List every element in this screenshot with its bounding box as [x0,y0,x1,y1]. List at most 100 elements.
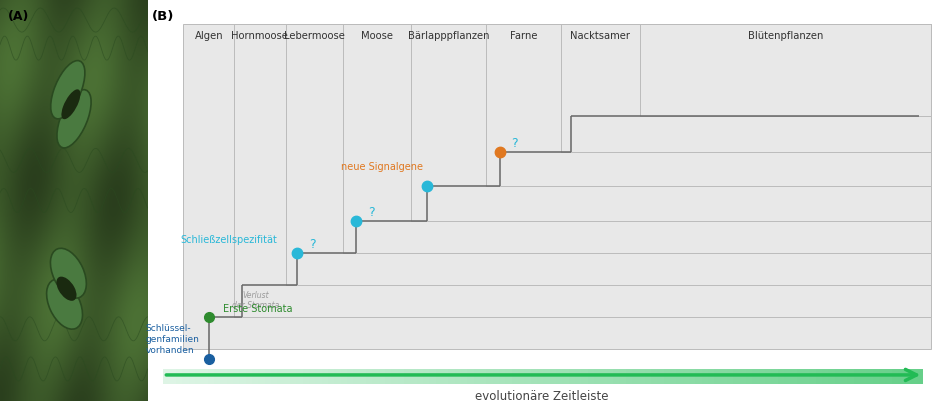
Bar [885,369,892,384]
Bar [872,369,879,384]
Bar [866,369,872,384]
Bar [285,24,931,285]
Bar [784,369,790,384]
Bar [296,369,303,384]
Bar [480,369,486,384]
Bar [797,369,803,384]
Bar [499,369,505,384]
Bar [454,369,461,384]
Bar [340,369,347,384]
Ellipse shape [56,277,77,301]
Text: (A): (A) [7,10,29,23]
Bar [619,369,626,384]
Bar [607,369,613,384]
Bar [511,369,518,384]
Bar [803,369,809,384]
Bar [550,369,556,384]
Text: Verlust
der Stomata: Verlust der Stomata [233,291,280,310]
Bar [442,369,449,384]
Text: Nacktsamer: Nacktsamer [570,31,630,41]
Bar [670,369,676,384]
Bar [290,369,296,384]
Bar [303,369,309,384]
Bar [898,369,904,384]
Bar [588,369,594,384]
Bar [835,369,841,384]
Bar [486,24,931,186]
Bar [461,369,468,384]
Bar [182,369,189,384]
Bar [701,369,708,384]
Bar [847,369,854,384]
Bar [575,369,582,384]
Bar [562,369,568,384]
Bar [828,369,835,384]
Bar [195,369,201,384]
Bar [531,369,537,384]
Bar [410,369,417,384]
Bar [367,369,372,384]
Bar [733,369,740,384]
Bar [582,369,588,384]
Bar [265,369,271,384]
Bar [201,369,208,384]
Bar [746,369,753,384]
Text: Schlüssel-
genfamilien
vorhanden: Schlüssel- genfamilien vorhanden [146,324,200,355]
Text: Schließzellspezifität: Schließzellspezifität [180,235,278,245]
Bar [778,369,784,384]
Bar [790,369,797,384]
Bar [809,369,815,384]
Bar [568,369,575,384]
Bar [600,369,607,384]
Bar [468,369,474,384]
Bar [379,369,385,384]
Bar [343,24,931,253]
Bar [328,369,335,384]
Text: Lebermoose: Lebermoose [284,31,345,41]
Bar [879,369,885,384]
Bar [758,369,765,384]
Bar [740,369,746,384]
Bar [911,369,917,384]
Bar [397,369,404,384]
Bar [164,369,170,384]
Ellipse shape [50,248,86,298]
Bar [309,369,315,384]
Bar [860,369,866,384]
Bar [854,369,860,384]
Bar [505,369,511,384]
Bar [474,369,480,384]
Bar [436,369,442,384]
Bar [640,24,931,116]
Bar [639,369,644,384]
Bar [689,369,696,384]
Bar [283,369,290,384]
Text: ?: ? [511,138,518,150]
Text: Moose: Moose [361,31,394,41]
Text: Algen: Algen [194,31,223,41]
Bar [708,369,714,384]
Text: ?: ? [368,206,375,219]
Bar [822,369,828,384]
Bar [676,369,683,384]
Bar [657,369,664,384]
Bar [537,369,543,384]
Ellipse shape [47,279,82,329]
Bar [449,369,454,384]
Bar [525,369,531,384]
Bar [892,369,898,384]
Bar [613,369,619,384]
Bar [904,369,911,384]
Bar [353,369,360,384]
Bar [771,369,778,384]
Bar [626,369,632,384]
Bar [714,369,721,384]
Bar [315,369,322,384]
Bar [664,369,670,384]
Text: Erste Stomata: Erste Stomata [223,304,293,314]
Bar [233,369,239,384]
Bar [189,369,195,384]
Bar [765,369,771,384]
Bar [322,369,328,384]
Ellipse shape [57,90,91,148]
